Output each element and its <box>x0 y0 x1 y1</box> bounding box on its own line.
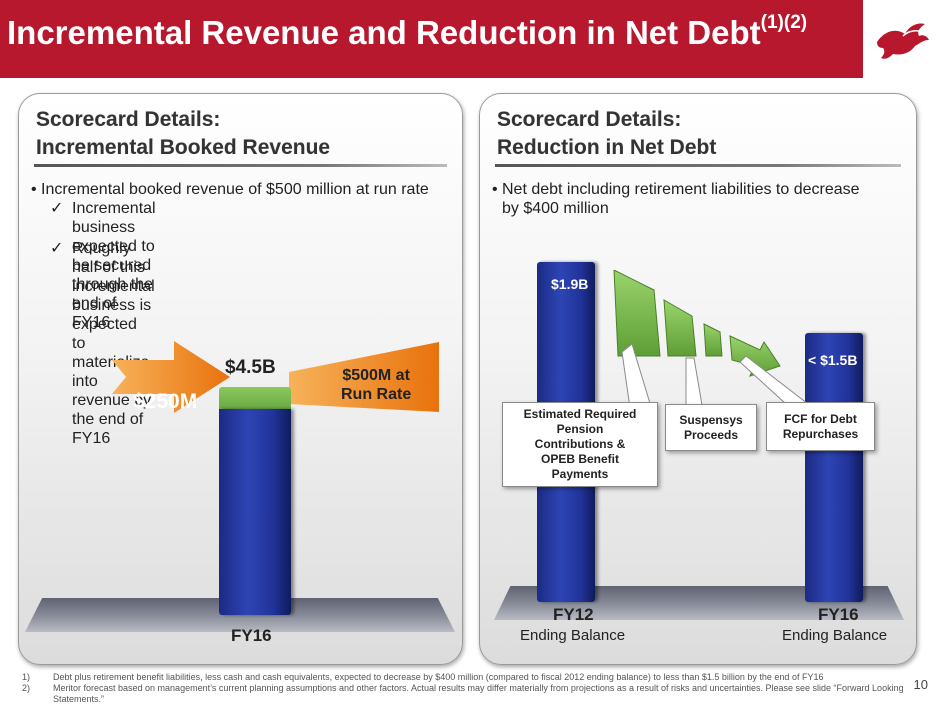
bar-value-label: $4.5B <box>225 357 276 378</box>
footnote-1: 1) Debt plus retirement benefit liabilit… <box>22 672 824 682</box>
fy16-axis-label-right: FY16 <box>818 605 859 624</box>
fy12-axis-sublabel: Ending Balance <box>520 627 626 644</box>
fy12-axis-label: FY12 <box>553 605 594 624</box>
checkmark-icon: ✓ <box>50 200 64 217</box>
outgoing-arrow-label: $500M at Run Rate <box>341 367 412 403</box>
right-bullet: • Net debt including retirement liabiliti… <box>492 181 860 217</box>
right-panel-divider <box>495 164 901 167</box>
fy16-axis-label: FY16 <box>231 626 272 645</box>
company-logo <box>863 0 940 78</box>
callout-pointers <box>621 343 810 411</box>
incoming-arrow-label: $250M <box>133 390 198 413</box>
outgoing-arrow-icon <box>289 342 439 412</box>
callout-fcf-debt-repurchases: FCF for Debt Repurchases <box>766 402 875 451</box>
page-number: 10 <box>913 677 928 692</box>
left-bullet: • Incremental booked revenue of $500 mill… <box>31 181 429 198</box>
bull-logo-icon <box>877 23 929 59</box>
slide-title: Incremental Revenue and Reduction in Net… <box>7 12 808 51</box>
left-panel-title: Scorecard Details: Incremental Booked Re… <box>36 108 331 159</box>
title-bar: Incremental Revenue and Reduction in Net… <box>0 0 863 78</box>
right-panel-net-debt: Scorecard Details: Reduction in Net Debt… <box>479 93 917 665</box>
fy16-revenue-bar <box>219 409 291 615</box>
fy16-bar-value: < $1.5B <box>808 352 858 368</box>
left-panel-divider <box>34 164 447 167</box>
fy16-net-debt-bar <box>805 333 863 602</box>
callout-suspensys-proceeds: Suspensys Proceeds <box>665 404 757 451</box>
right-panel-title: Scorecard Details: Reduction in Net Debt <box>497 108 717 159</box>
footnote-2: 2) Meritor forecast based on management’… <box>22 683 904 704</box>
checkmark-icon: ✓ <box>50 240 64 257</box>
incoming-arrow-icon <box>112 341 230 413</box>
fy16-axis-sublabel: Ending Balance <box>782 627 888 644</box>
fy12-bar-value: $1.9B <box>551 276 589 292</box>
left-panel-revenue: Scorecard Details: Incremental Booked Re… <box>18 93 463 665</box>
callout-pension-contributions: Estimated Required Pension Contributions… <box>502 402 658 487</box>
incremental-revenue-segment <box>219 387 291 409</box>
debt-reduction-arrow-icon <box>613 270 781 377</box>
